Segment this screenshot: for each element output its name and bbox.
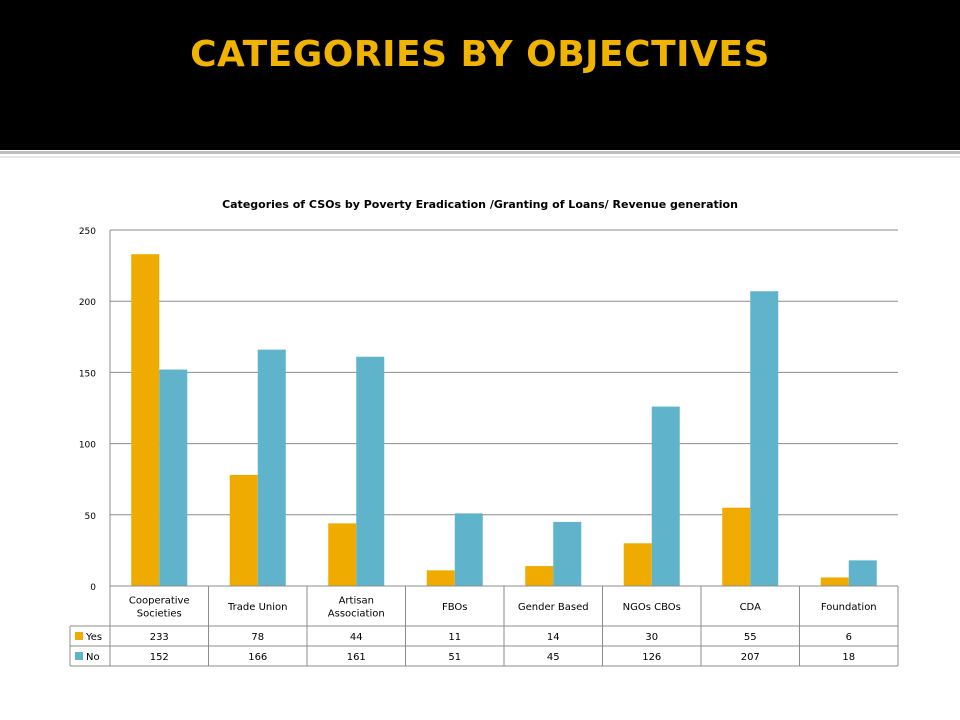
data-label: 30 [645, 632, 658, 643]
y-tick-label: 100 [79, 441, 96, 451]
bars [131, 254, 877, 586]
chart-title: Categories of CSOs by Poverty Eradicatio… [222, 198, 738, 211]
y-axis: 0 50 100 150 200 250 [79, 227, 111, 593]
legend-label: No [86, 652, 100, 663]
category-label: Cooperative [129, 596, 190, 607]
data-label: 78 [251, 632, 264, 643]
data-label: 44 [350, 632, 363, 643]
legend-key-yes [75, 632, 83, 640]
bar-no [750, 291, 779, 586]
bar-yes [525, 566, 554, 586]
data-label: 45 [547, 652, 560, 663]
bar-no [257, 349, 286, 586]
y-tick-label: 0 [90, 583, 96, 593]
category-label: Trade Union [227, 602, 287, 613]
data-label: 11 [448, 632, 461, 643]
bar-no [159, 369, 188, 586]
bar-no [848, 560, 877, 586]
bar-yes [820, 577, 849, 586]
data-label: 55 [744, 632, 757, 643]
category-label: NGOs CBOs [623, 602, 681, 613]
divider-line-light [0, 156, 960, 158]
data-label: 207 [741, 652, 760, 663]
y-tick-label: 150 [79, 369, 96, 379]
y-tick-label: 250 [79, 227, 96, 237]
data-label: 166 [248, 652, 267, 663]
bar-yes [131, 254, 160, 586]
bar-yes [623, 543, 652, 586]
category-label: Artisan [339, 596, 374, 607]
data-label: 126 [642, 652, 661, 663]
y-tick-label: 200 [79, 298, 96, 308]
bar-yes [426, 570, 455, 586]
data-table: Cooperative Societies Trade Union Artisan As… [69, 585, 899, 667]
category-label: Gender Based [518, 602, 589, 613]
slide-title: CATEGORIES BY OBJECTIVES [190, 34, 770, 75]
divider-line [0, 151, 960, 154]
data-label: 14 [547, 632, 560, 643]
title-bar: CATEGORIES BY OBJECTIVES [0, 0, 960, 150]
bar-yes [328, 523, 357, 586]
legend-key-no [75, 652, 83, 660]
data-label: 6 [846, 632, 852, 643]
legend-label: Yes [85, 632, 102, 643]
data-label: 152 [150, 652, 169, 663]
category-label: FBOs [442, 602, 468, 613]
category-label: Societies [137, 609, 182, 620]
bar-yes [722, 507, 751, 586]
data-label: 51 [448, 652, 461, 663]
category-label: Association [328, 609, 385, 620]
y-tick-label: 50 [85, 512, 97, 522]
data-label: 233 [150, 632, 169, 643]
gridlines [110, 229, 898, 587]
bar-no [356, 356, 385, 586]
bar-no [651, 406, 680, 586]
bar-no [454, 513, 483, 586]
category-label: Foundation [821, 602, 877, 613]
bar-no [553, 521, 582, 586]
data-label: 161 [347, 652, 366, 663]
data-label: 18 [842, 652, 855, 663]
bar-yes [229, 474, 258, 586]
category-label: CDA [740, 602, 762, 613]
